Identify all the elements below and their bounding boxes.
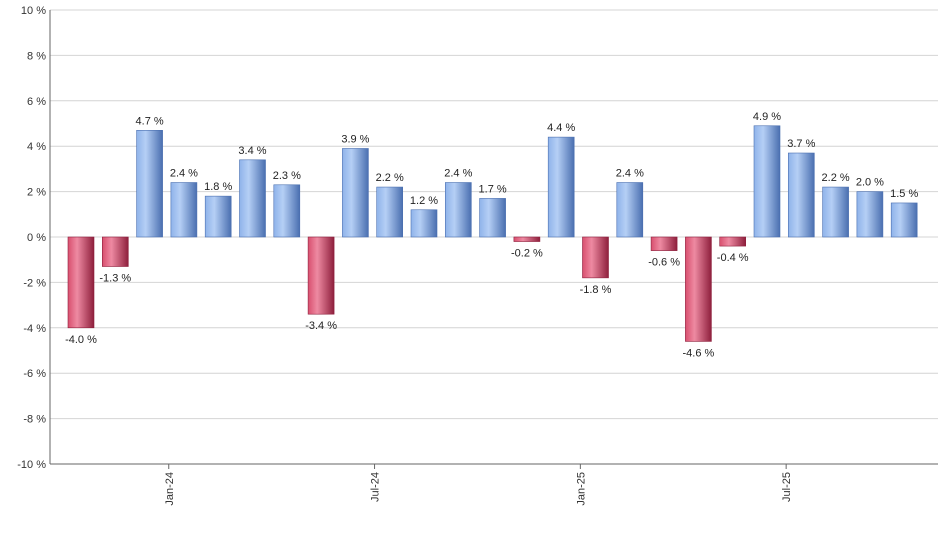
- bars: [67, 125, 918, 342]
- data-label: 2.4 %: [170, 168, 198, 180]
- y-tick-label: -4 %: [23, 323, 46, 335]
- data-label: 2.3 %: [273, 170, 301, 182]
- data-label: 1.8 %: [204, 181, 232, 193]
- y-tick-label: -10 %: [17, 459, 46, 471]
- data-label: -1.3 %: [99, 273, 131, 285]
- x-tick-label: Jul-25: [781, 472, 793, 502]
- bar: [890, 202, 918, 238]
- y-tick-label: 4 %: [27, 141, 46, 153]
- data-label: 4.9 %: [753, 111, 781, 123]
- bar: [342, 148, 369, 238]
- bar: [616, 182, 644, 238]
- bar: [67, 236, 95, 329]
- data-label: 3.4 %: [238, 145, 266, 157]
- y-tick-label: 6 %: [27, 96, 46, 108]
- bar: [479, 198, 506, 238]
- data-label: 3.7 %: [787, 138, 815, 150]
- bar: [685, 236, 712, 342]
- data-label: -1.8 %: [580, 284, 612, 296]
- data-label: 1.5 %: [890, 188, 918, 200]
- y-tick-label: -2 %: [23, 277, 46, 289]
- bar: [204, 195, 232, 238]
- bar: [719, 236, 747, 247]
- x-tick-label: Jan-25: [575, 472, 587, 506]
- y-tick-label: -8 %: [23, 414, 46, 426]
- data-label: -4.6 %: [683, 347, 715, 359]
- x-tick-label: Jan-24: [164, 472, 176, 506]
- bar: [170, 182, 198, 238]
- bar: [102, 236, 129, 267]
- data-label: -0.6 %: [648, 257, 680, 269]
- data-label: -4.0 %: [65, 334, 97, 346]
- bar: [547, 136, 575, 238]
- bar: [650, 236, 678, 251]
- bar: [273, 184, 301, 238]
- y-tick-label: -6 %: [23, 368, 46, 380]
- x-axis-tick-labels: Jan-24 Jul-24 Jan-25 Jul-25: [164, 464, 793, 506]
- bar: [822, 186, 849, 238]
- data-label: -3.4 %: [305, 320, 337, 332]
- bar: [856, 191, 884, 238]
- data-label: 1.7 %: [479, 183, 507, 195]
- bar: [410, 209, 438, 238]
- bar: [136, 130, 163, 238]
- bar: [787, 152, 815, 238]
- data-label: 2.4 %: [616, 168, 644, 180]
- y-tick-label: 0 %: [27, 232, 46, 244]
- data-label: 3.9 %: [341, 133, 369, 145]
- data-label: 2.4 %: [444, 168, 472, 180]
- bar: [239, 159, 266, 238]
- y-tick-label: 2 %: [27, 187, 46, 199]
- axes: [49, 10, 938, 465]
- bar: [513, 236, 541, 242]
- bar: [582, 236, 609, 279]
- y-tick-label: 8 %: [27, 50, 46, 62]
- x-tick-label: Jul-24: [370, 472, 382, 502]
- data-label: 2.2 %: [822, 172, 850, 184]
- bar: [376, 186, 404, 238]
- data-label: 2.0 %: [856, 177, 884, 189]
- bar: [307, 236, 335, 315]
- bar: [444, 182, 472, 238]
- data-labels: -4.0 % -1.3 % 4.7 % 2.4 % 1.8 % 3.4 % 2.3 % -3.…: [65, 111, 918, 360]
- y-tick-label: 10 %: [21, 5, 46, 17]
- data-label: -0.4 %: [717, 252, 749, 264]
- data-label: -0.2 %: [511, 248, 543, 260]
- data-label: 1.2 %: [410, 195, 438, 207]
- data-label: 2.2 %: [376, 172, 404, 184]
- bar: [753, 125, 781, 238]
- y-axis-tick-labels: 10 % 8 % 6 % 4 % 2 % 0 % -2 % -4 % -6 % -8 % -10 %: [17, 5, 46, 471]
- data-label: 4.7 %: [136, 115, 164, 127]
- data-label: 4.4 %: [547, 122, 575, 134]
